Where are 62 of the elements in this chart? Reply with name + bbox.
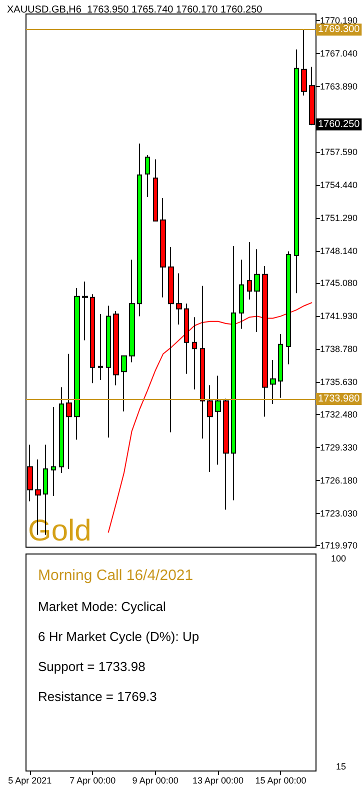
- category-label: 15 Apr 00:00: [255, 776, 306, 786]
- candlestick: [215, 375, 221, 466]
- text: Support = 1733.98: [38, 659, 146, 674]
- y-tick-label: 1767.040: [320, 48, 358, 58]
- category-label: 7 Apr 00:00: [70, 776, 116, 786]
- candlestick: [286, 250, 291, 365]
- category-label: 5 Apr 2021: [8, 776, 52, 786]
- candlestick: [294, 49, 299, 294]
- y-tick-label: 1719.970: [320, 540, 358, 550]
- candlestick: [51, 406, 56, 497]
- y-tick-label: 1729.330: [320, 442, 358, 453]
- y-tick-label: 1741.930: [320, 310, 358, 321]
- candlestick: [74, 287, 80, 440]
- candlestick: [82, 281, 88, 341]
- candlestick: [121, 355, 127, 412]
- text: 1760.250: [318, 118, 360, 130]
- ref-line-label: 1733.980: [318, 394, 360, 405]
- y-tick-label: 1751.290: [320, 213, 358, 224]
- y-tick-label: 1723.030: [320, 508, 358, 519]
- candlestick: [66, 353, 72, 470]
- text: 100: [330, 554, 346, 564]
- candlestick: [160, 198, 166, 298]
- candlestick: [106, 305, 111, 438]
- y-tick-label: 1726.180: [320, 476, 358, 486]
- candlestick: [176, 272, 182, 326]
- chart-title: XAUUSD.GB,H6 1763.950 1765.740 1760.170 1760.250: [7, 4, 263, 16]
- candlestick: [223, 398, 229, 510]
- y-tick-label: 1763.890: [320, 81, 358, 92]
- candlestick: [153, 158, 158, 222]
- y-tick-label: 1745.080: [320, 278, 358, 288]
- category-label: 9 Apr 00:00: [132, 776, 178, 786]
- candlestick: [129, 259, 135, 363]
- candlestick: [231, 246, 236, 501]
- candlestick: [278, 333, 283, 398]
- candlestick: [207, 384, 213, 472]
- candlestick: [301, 29, 307, 96]
- candlestick: [90, 294, 95, 384]
- text: 15: [336, 762, 346, 772]
- annotation: Gold: [28, 514, 92, 548]
- text: 6 Hr Market Cycle (D%): Up: [38, 629, 200, 644]
- ref-line-label: 1769.300: [318, 24, 360, 36]
- candlestick: [270, 360, 276, 405]
- category-label: 13 Apr 00:00: [192, 776, 244, 786]
- candlestick: [239, 259, 244, 330]
- candlestick: [98, 314, 103, 380]
- y-tick-label: 1754.440: [320, 180, 358, 190]
- candlestick: [145, 154, 150, 198]
- y-tick-label: 1735.630: [320, 376, 358, 387]
- y-tick-label: 1732.480: [320, 410, 358, 420]
- y-tick-label: 1738.780: [320, 344, 358, 354]
- text: Morning Call 16/4/2021: [38, 567, 194, 584]
- candlestick: [59, 386, 64, 474]
- candlestick: [247, 241, 252, 300]
- y-tick-label: 1757.590: [320, 147, 358, 158]
- candlestick: [137, 143, 142, 317]
- candlestick: [113, 310, 119, 386]
- text: Market Mode: Cyclical: [38, 599, 166, 614]
- candlestick: [192, 316, 197, 390]
- y-tick-label: 1770.190: [320, 15, 358, 26]
- text: Resistance = 1769.3: [38, 689, 157, 704]
- candlestick: [254, 248, 260, 332]
- y-tick-label: 1748.140: [320, 246, 358, 256]
